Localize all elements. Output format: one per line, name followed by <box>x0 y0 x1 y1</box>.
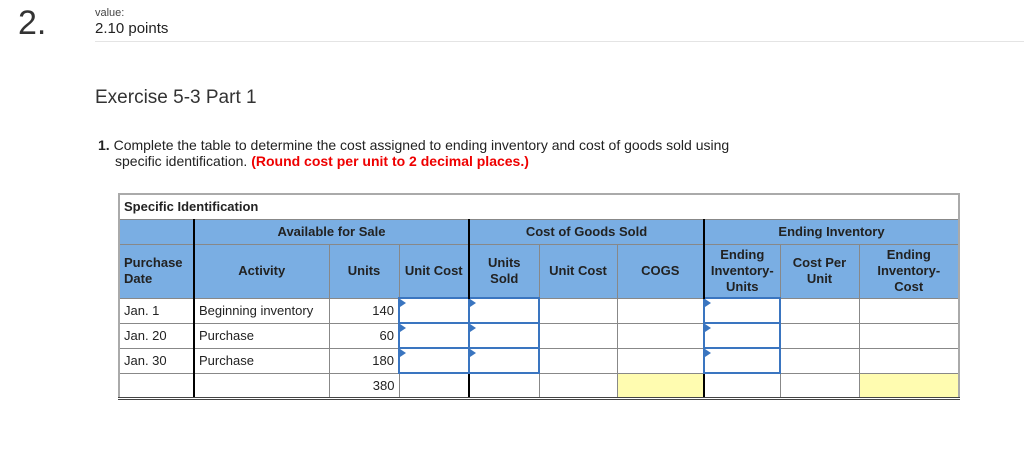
total-date-cell <box>118 372 195 400</box>
header-units: Units <box>328 243 400 299</box>
total-ending-cost-cell <box>858 372 960 400</box>
cost-per-unit-cell <box>779 297 860 324</box>
header-unit-cost: Unit Cost <box>398 243 470 299</box>
table-row: Jan. 20 Purchase 60 <box>118 322 960 349</box>
row-date: Jan. 1 <box>118 297 195 324</box>
ending-units-input[interactable] <box>703 297 781 324</box>
units-sold-input[interactable] <box>468 297 540 324</box>
total-unit-cost-cell <box>398 372 470 400</box>
cogs-cell <box>616 322 705 349</box>
total-units-sold-cell <box>468 372 540 400</box>
total-cogs-unit-cost-cell <box>538 372 618 400</box>
header-purchase-date: Purchase Date <box>118 243 195 299</box>
group-ending-inventory: Ending Inventory <box>703 218 960 245</box>
total-units: 380 <box>328 372 400 400</box>
units-sold-input[interactable] <box>468 347 540 374</box>
ending-units-input[interactable] <box>703 322 781 349</box>
cogs-unit-cost-cell <box>538 322 618 349</box>
ending-units-input[interactable] <box>703 347 781 374</box>
cost-per-unit-cell <box>779 347 860 374</box>
total-activity-cell <box>193 372 330 400</box>
total-cogs-cell <box>616 372 705 400</box>
header-cogs-unit-cost: Unit Cost <box>538 243 618 299</box>
units-sold-input[interactable] <box>468 322 540 349</box>
instruction-number: 1. <box>98 137 110 153</box>
row-date: Jan. 30 <box>118 347 195 374</box>
points-value: 2.10 points <box>95 20 169 37</box>
group-available-for-sale: Available for Sale <box>193 218 470 245</box>
ending-cost-cell <box>858 322 960 349</box>
instruction-text-2: specific identification. <box>115 153 248 169</box>
cost-per-unit-cell <box>779 322 860 349</box>
instruction-text: Complete the table to determine the cost… <box>113 137 730 153</box>
total-cost-per-unit-cell <box>779 372 860 400</box>
header-ending-cost: Ending Inventory-Cost <box>858 243 960 299</box>
group-cogs: Cost of Goods Sold <box>468 218 705 245</box>
row-activity: Purchase <box>193 347 330 374</box>
ending-cost-cell <box>858 347 960 374</box>
total-row: 380 <box>118 372 960 400</box>
header-cogs: COGS <box>616 243 705 299</box>
unit-cost-input[interactable] <box>398 297 470 324</box>
cogs-unit-cost-cell <box>538 297 618 324</box>
row-units: 140 <box>328 297 400 324</box>
unit-cost-input[interactable] <box>398 347 470 374</box>
cogs-cell <box>616 347 705 374</box>
table-title: Specific Identification <box>118 193 960 220</box>
header-cost-per-unit: Cost Per Unit <box>779 243 860 299</box>
table-row: Jan. 30 Purchase 180 <box>118 347 960 374</box>
header-ending-units: Ending Inventory-Units <box>703 243 781 299</box>
row-activity: Purchase <box>193 322 330 349</box>
row-units: 60 <box>328 322 400 349</box>
ending-cost-cell <box>858 297 960 324</box>
row-units: 180 <box>328 347 400 374</box>
row-activity: Beginning inventory <box>193 297 330 324</box>
specific-identification-table: Specific Identification Available for Sa… <box>118 193 960 400</box>
instructions: 1. Complete the table to determine the c… <box>98 137 798 169</box>
exercise-title: Exercise 5-3 Part 1 <box>95 87 257 108</box>
row-date: Jan. 20 <box>118 322 195 349</box>
rounding-note: (Round cost per unit to 2 decimal places… <box>251 153 529 169</box>
table-row: Jan. 1 Beginning inventory 140 <box>118 297 960 324</box>
total-ending-units-cell <box>703 372 781 400</box>
header-units-sold: Units Sold <box>468 243 540 299</box>
question-number: 2. <box>18 4 47 42</box>
divider <box>95 41 1024 42</box>
cogs-cell <box>616 297 705 324</box>
cogs-unit-cost-cell <box>538 347 618 374</box>
unit-cost-input[interactable] <box>398 322 470 349</box>
value-label: value: <box>95 7 125 19</box>
header-activity: Activity <box>193 243 330 299</box>
